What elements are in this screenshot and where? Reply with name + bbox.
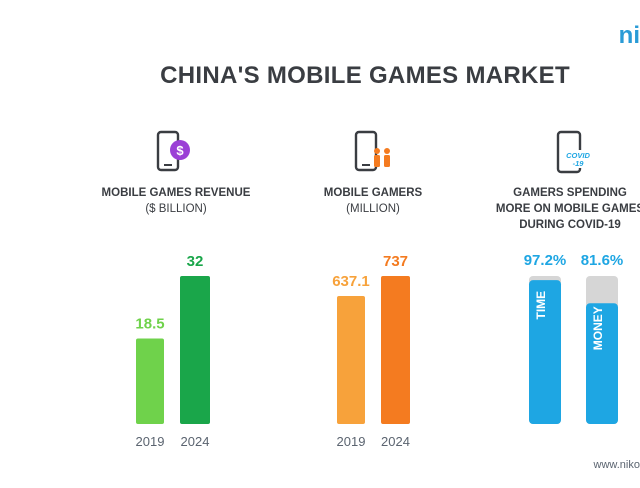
- phone-people-icon: [354, 130, 390, 172]
- covid-icon-text-2: -19: [573, 159, 585, 168]
- brand-logo: ni: [618, 22, 640, 49]
- covid-value-label-time: 97.2%: [524, 252, 567, 269]
- gamers-value-label-2024: 737: [383, 253, 408, 270]
- revenue-value-label-2019: 18.5: [135, 315, 164, 332]
- gamers-year-label-2024: 2024: [381, 434, 410, 449]
- page-title: CHINA'S MOBILE GAMES MARKET: [160, 62, 570, 89]
- svg-text:$: $: [176, 143, 184, 158]
- covid-bar-money: [586, 303, 618, 424]
- covid-bar-time: [529, 280, 561, 424]
- gamers-label: MOBILE GAMERS: [323, 187, 423, 199]
- revenue-label: MOBILE GAMES REVENUE: [101, 187, 251, 199]
- phone-dollar-icon: $: [156, 130, 190, 172]
- covid-category-label-money: MONEY: [591, 306, 605, 350]
- revenue-value-label-2024: 32: [187, 253, 204, 270]
- gamers-value-label-2019: 637.1: [332, 273, 370, 290]
- gamers-bar-2024: [381, 276, 410, 424]
- gamers-year-label-2019: 2019: [337, 434, 366, 449]
- gamers-bar-2019: [337, 296, 365, 424]
- covid-icon-text-1: COVID: [566, 151, 590, 160]
- revenue-sub: ($ BILLION): [145, 203, 207, 215]
- covid-label-line-2: MORE ON MOBILE GAMES: [495, 203, 640, 215]
- revenue-bar-2019: [136, 338, 164, 424]
- covid-category-label-time: TIME: [534, 291, 548, 320]
- footer-url: www.niko: [593, 459, 640, 471]
- covid-label-line-1: GAMERS SPENDING: [513, 187, 627, 199]
- gamers-sub: (MILLION): [346, 203, 400, 215]
- covid-value-label-money: 81.6%: [581, 252, 624, 269]
- covid-label-line-3: DURING COVID-19: [519, 219, 621, 231]
- revenue-year-label-2019: 2019: [136, 434, 165, 449]
- revenue-bar-2024: [180, 276, 210, 424]
- revenue-year-label-2024: 2024: [181, 434, 210, 449]
- phone-covid-icon: COVID -19: [556, 130, 593, 174]
